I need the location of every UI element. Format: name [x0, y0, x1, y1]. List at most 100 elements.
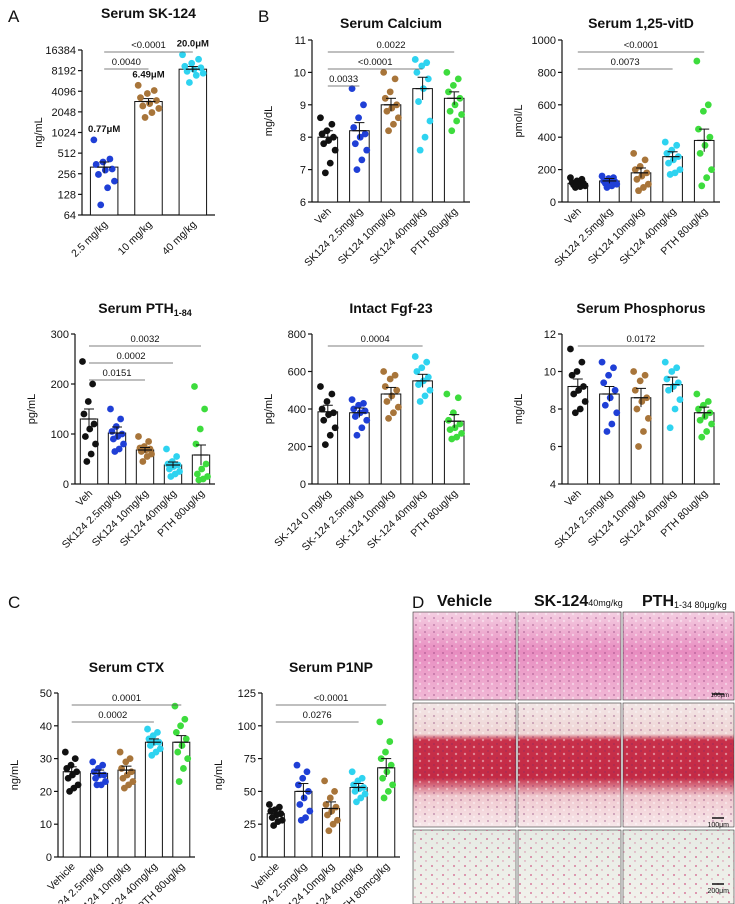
data-point [581, 398, 589, 405]
data-point [353, 431, 361, 439]
data-point [636, 377, 644, 385]
data-point [321, 169, 329, 177]
histology-texture [518, 612, 621, 700]
data-point [394, 403, 402, 411]
data-point [386, 88, 394, 96]
data-point [576, 405, 584, 413]
data-point [109, 435, 117, 443]
data-point [673, 364, 681, 372]
data-point [380, 794, 388, 802]
chart-title: Serum Phosphorus [576, 300, 705, 316]
p-value: 0.0002 [98, 710, 127, 721]
x-tick-label: SK124 40mg/kg [367, 206, 428, 267]
data-point [644, 180, 652, 188]
histology-texture [413, 703, 516, 827]
y-axis-label: ng/mL [213, 760, 225, 791]
chart: Serum P1NPng/mL0255075100125VehicleSK-12… [213, 659, 400, 904]
histology-texture [518, 830, 621, 904]
data-point [174, 748, 182, 756]
data-point [122, 758, 130, 766]
data-point [443, 390, 451, 398]
data-point [137, 448, 145, 455]
data-point [265, 801, 273, 808]
y-tick-label: 200 [538, 165, 556, 177]
y-tick-label: 16384 [45, 45, 76, 57]
p-value: <0.0001 [131, 40, 166, 51]
data-point [141, 114, 149, 121]
data-point [640, 184, 647, 191]
data-point [199, 69, 207, 77]
bar [144, 741, 163, 858]
data-point [195, 476, 203, 484]
data-point [701, 413, 709, 420]
y-tick-label: 2048 [52, 107, 76, 119]
data-point [116, 748, 124, 756]
data-point [351, 140, 359, 148]
data-point [322, 801, 330, 808]
data-point [117, 415, 125, 423]
p-value: 0.0002 [116, 351, 145, 362]
data-point [153, 97, 160, 104]
data-point [179, 51, 186, 59]
data-point [321, 441, 329, 449]
data-point [299, 774, 307, 782]
data-point [415, 98, 422, 105]
data-point [393, 386, 401, 394]
panel-label: D [412, 593, 424, 612]
x-tick-label: 2.5 mg/kg [69, 219, 110, 260]
data-point [184, 755, 192, 762]
data-point [610, 364, 617, 372]
data-point [383, 768, 391, 776]
y-tick-label: 300 [51, 329, 69, 341]
data-point [568, 371, 576, 379]
x-tick-label: SK-124 0 mg/kg [272, 488, 334, 550]
y-tick-label: 50 [40, 688, 52, 700]
data-point [418, 364, 426, 372]
y-tick-label: 0 [250, 852, 256, 864]
bar [599, 393, 620, 485]
data-point [334, 816, 341, 824]
data-point [696, 416, 704, 424]
data-point [376, 718, 384, 726]
data-point [191, 383, 198, 390]
data-point [351, 413, 359, 420]
data-point [413, 69, 421, 76]
data-point [446, 426, 454, 434]
data-point [155, 105, 163, 112]
histology-texture [518, 703, 621, 827]
data-point [448, 435, 456, 443]
data-point [630, 368, 638, 375]
data-point [380, 368, 388, 375]
p-value: 0.0022 [376, 40, 405, 51]
data-point [173, 453, 181, 460]
data-point [382, 748, 389, 756]
data-point [188, 59, 196, 67]
data-point [445, 88, 452, 96]
data-point [270, 822, 278, 829]
data-point [90, 768, 98, 776]
data-point [381, 383, 389, 390]
data-point [274, 818, 282, 825]
y-tick-label: 800 [538, 67, 556, 79]
data-point [326, 794, 334, 802]
data-point [61, 748, 69, 756]
data-point [165, 465, 173, 473]
p-value: 0.0276 [303, 710, 332, 721]
scale-bar-label: 100μm [707, 822, 729, 829]
y-tick-label: 1024 [52, 128, 76, 140]
y-tick-label: 100 [238, 721, 256, 733]
data-point [324, 811, 331, 819]
data-point [418, 62, 426, 70]
y-axis-label: ng/mL [9, 760, 21, 791]
data-point [631, 166, 639, 174]
data-point [295, 781, 302, 789]
data-point [411, 56, 419, 63]
data-point [411, 353, 419, 360]
data-point [704, 398, 712, 405]
y-tick-label: 40 [40, 721, 52, 733]
y-tick-label: 20 [40, 786, 52, 798]
data-point [446, 107, 454, 115]
chart-title: Serum SK-124 [101, 5, 196, 21]
